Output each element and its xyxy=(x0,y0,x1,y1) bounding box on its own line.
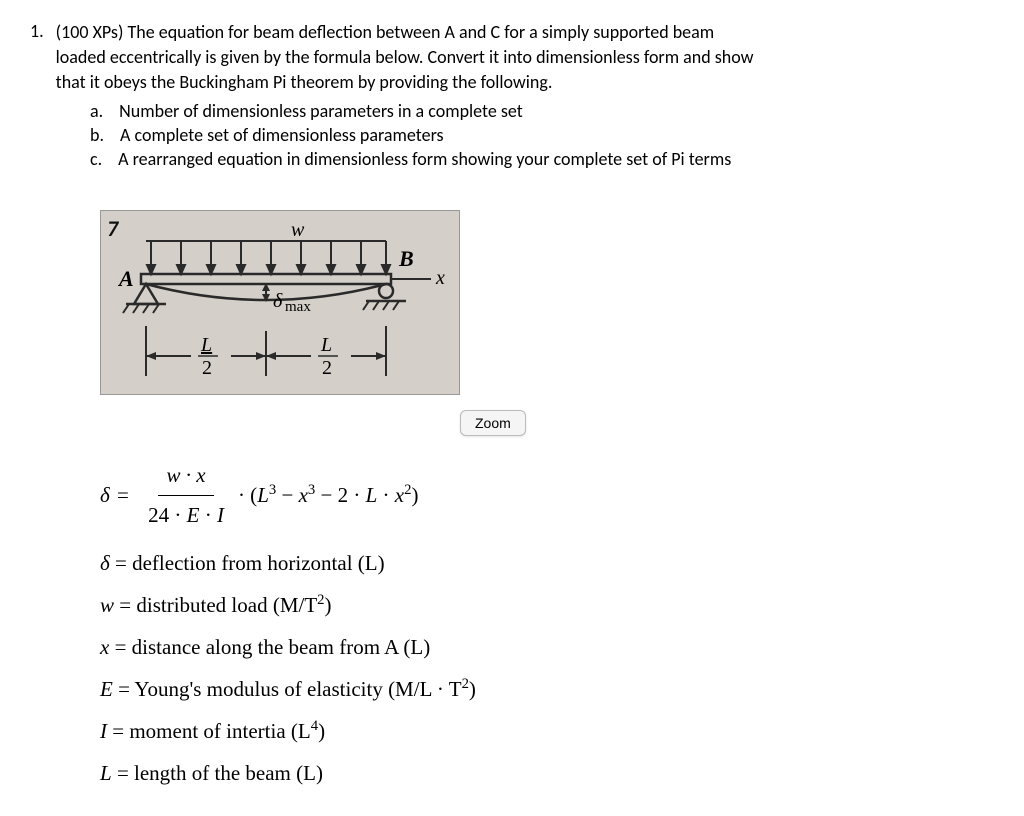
def1-sym: δ xyxy=(100,551,110,575)
problem-text: (100 XPs) The equation for beam deflecti… xyxy=(56,20,754,96)
def-delta: δ = deflection from horizontal (L) xyxy=(100,544,994,584)
problem-number: 1. xyxy=(30,20,44,96)
def6-sym: L xyxy=(100,761,112,785)
l-over-2-right-num: L xyxy=(320,334,332,356)
l-over-2-left-den: 2 xyxy=(202,357,212,379)
point-b-label: B xyxy=(398,246,414,271)
sub-letter-c: c. xyxy=(90,148,102,170)
sub-letter-b: b. xyxy=(90,124,104,146)
equations-block: δ = w · x 24 · E · I · (L3 − x3 − 2 · L … xyxy=(100,456,994,794)
def3-eq: = xyxy=(115,635,132,659)
def2-text: distributed load (M/T2) xyxy=(136,593,331,617)
def-L: L = length of the beam (L) xyxy=(100,754,994,794)
l-over-2-right-den: 2 xyxy=(322,357,332,379)
def5-text: moment of intertia (L4) xyxy=(129,719,325,743)
sub-letter-a: a. xyxy=(90,100,103,122)
sub-item-a: a. Number of dimensionless parameters in… xyxy=(90,100,994,122)
def-w: w = distributed load (M/T2) xyxy=(100,586,994,626)
eq-lhs: δ xyxy=(100,476,110,516)
def4-sym: E xyxy=(100,677,113,701)
zoom-label: Zoom xyxy=(475,415,511,431)
figure-container: 7 w xyxy=(100,210,994,436)
def-x: x = distance along the beam from A (L) xyxy=(100,628,994,668)
def3-sym: x xyxy=(100,635,109,659)
sub-item-b: b. A complete set of dimensionless param… xyxy=(90,124,994,146)
sub-item-c: c. A rearranged equation in dimensionles… xyxy=(90,148,994,170)
def-I: I = moment of intertia (L4) xyxy=(100,712,994,752)
main-equation: δ = w · x 24 · E · I · (L3 − x3 − 2 · L … xyxy=(100,456,994,537)
sub-list: a. Number of dimensionless parameters in… xyxy=(90,100,994,170)
l-over-2-left-num: L xyxy=(200,334,212,356)
problem-line2: loaded eccentrically is given by the for… xyxy=(56,46,754,68)
def6-text: length of the beam (L) xyxy=(134,761,323,785)
def5-eq: = xyxy=(112,719,129,743)
delta-symbol: δ xyxy=(273,290,283,312)
eq-equals: = xyxy=(112,476,134,516)
delta-max-sub: max xyxy=(285,299,311,315)
def2-sym: w xyxy=(100,593,114,617)
problem-line1: The equation for beam deflection between… xyxy=(128,21,715,43)
beam-diagram: 7 w xyxy=(100,210,460,395)
def2-eq: = xyxy=(119,593,136,617)
def4-eq: = xyxy=(118,677,134,701)
problem-line3: that it obeys the Buckingham Pi theorem … xyxy=(56,71,553,93)
def4-text: Young's modulus of elasticity (M/L · T2) xyxy=(134,677,476,701)
sub-text-a: Number of dimensionless parameters in a … xyxy=(119,100,523,122)
sub-text-c: A rearranged equation in dimensionless f… xyxy=(118,148,731,170)
def3-text: distance along the beam from A (L) xyxy=(132,635,431,659)
def1-text: deflection from horizontal (L) xyxy=(132,551,384,575)
def1-eq: = xyxy=(115,551,132,575)
def6-eq: = xyxy=(117,761,134,785)
point-a-label: A xyxy=(117,266,134,291)
frac-num: w · x xyxy=(158,456,213,497)
eq-fraction: w · x 24 · E · I xyxy=(140,456,232,537)
frac-den: 24 · E · I xyxy=(140,496,232,536)
eq-rhs: · (L3 − x3 − 2 · L · x2) xyxy=(238,476,419,516)
x-axis-label: x xyxy=(435,267,445,289)
zoom-button[interactable]: Zoom xyxy=(460,410,526,436)
beam-svg: A B x δ max L 2 L 2 xyxy=(101,211,461,396)
problem-header: 1. (100 XPs) The equation for beam defle… xyxy=(30,20,994,96)
sub-text-b: A complete set of dimensionless paramete… xyxy=(120,124,444,146)
def5-sym: I xyxy=(100,719,107,743)
def-E: E = Young's modulus of elasticity (M/L ·… xyxy=(100,670,994,710)
problem-points: (100 XPs) xyxy=(56,21,124,43)
